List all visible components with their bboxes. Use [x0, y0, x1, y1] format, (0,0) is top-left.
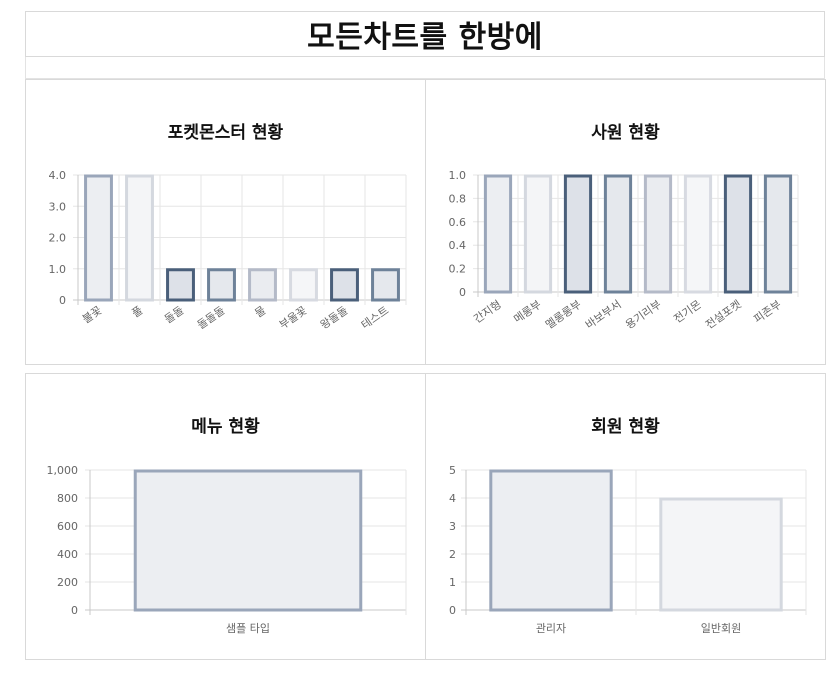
page-title: 모든차트를 한방에	[25, 11, 825, 57]
x-tick-label: 물	[252, 304, 268, 320]
y-tick-label: 2	[449, 548, 456, 561]
chart-title: 회원 현황	[591, 417, 660, 437]
x-tick-label: 피존부	[751, 298, 783, 326]
chart-panel-pokemon: 포켓몬스터 현황 0 1.0 2.0 3.0 4.0 불꽃 풀 돌돌 돌돌돌 물 부울꽃 왕돌돌 테스트	[25, 79, 426, 365]
x-tick-label: 왕돌돌	[318, 304, 350, 332]
bar[interactable]	[523, 174, 553, 294]
chart-title: 사원 현황	[591, 123, 660, 143]
bar[interactable]	[483, 174, 513, 294]
y-tick-label: 0.2	[449, 263, 467, 276]
chart-panel-menu: 메뉴 현황 0 200 400 600 800 1,000 샘플 타입	[25, 373, 426, 660]
x-tick-label: 돌돌	[162, 304, 186, 326]
bar[interactable]	[563, 174, 593, 294]
chart-title: 메뉴 현황	[191, 417, 260, 437]
menu-chart: 메뉴 현황 0 200 400 600 800 1,000 샘플 타입	[47, 417, 407, 635]
y-tick-label: 0	[449, 604, 456, 617]
y-tick-label: 5	[449, 464, 456, 477]
bar[interactable]	[133, 469, 363, 612]
bar[interactable]	[289, 268, 318, 302]
y-tick-label: 4.0	[49, 169, 67, 182]
x-tick-label: 샘플 타입	[226, 622, 270, 635]
y-tick-label: 1.0	[449, 169, 467, 182]
y-tick-label: 3.0	[49, 200, 67, 213]
y-tick-label: 1	[449, 576, 456, 589]
y-tick-label: 0	[59, 294, 66, 307]
bar[interactable]	[763, 174, 793, 294]
bar[interactable]	[723, 174, 753, 294]
bar[interactable]	[207, 268, 236, 302]
y-tick-label: 3	[449, 520, 456, 533]
bar[interactable]	[659, 497, 783, 612]
y-tick-label: 0.4	[449, 239, 467, 252]
bar[interactable]	[330, 268, 359, 302]
y-tick-label: 600	[57, 520, 78, 533]
bar[interactable]	[125, 174, 154, 302]
bar[interactable]	[683, 174, 713, 294]
bar[interactable]	[371, 268, 400, 302]
x-tick-label: 간지형	[471, 298, 503, 326]
y-tick-label: 4	[449, 492, 456, 505]
x-tick-label: 멜롱롱부	[543, 298, 584, 332]
x-tick-label: 용기리부	[623, 298, 664, 332]
y-tick-label: 800	[57, 492, 78, 505]
y-tick-label: 400	[57, 548, 78, 561]
x-tick-label: 일반회원	[701, 621, 741, 635]
y-tick-label: 1.0	[49, 263, 67, 276]
x-tick-label: 돌돌돌	[195, 304, 227, 332]
x-tick-label: 바보부서	[583, 298, 624, 332]
y-tick-label: 200	[57, 576, 78, 589]
x-tick-label: 메롱부	[511, 298, 543, 326]
y-tick-label: 0.6	[449, 216, 467, 229]
x-tick-label: 전기몬	[671, 298, 703, 326]
bar[interactable]	[603, 174, 633, 294]
y-tick-label: 2.0	[49, 232, 67, 245]
x-tick-label: 풀	[129, 304, 145, 320]
chart-panel-member: 회원 현황 0 1 2 3 4 5 관리자 일반회원	[425, 373, 826, 660]
y-tick-label: 1,000	[47, 464, 79, 477]
x-tick-label: 불꽃	[80, 304, 104, 326]
y-tick-label: 0.8	[449, 192, 467, 205]
member-chart: 회원 현황 0 1 2 3 4 5 관리자 일반회원	[449, 417, 807, 635]
bar[interactable]	[166, 268, 195, 302]
x-tick-label: 관리자	[536, 622, 566, 635]
bar[interactable]	[84, 174, 113, 302]
y-tick-label: 0	[71, 604, 78, 617]
chart-title: 포켓몬스터 현황	[168, 123, 284, 143]
chart-panel-employee: 사원 현황 0 0.2 0.4 0.6 0.8 1.0 간지형 메롱부 멜롱롱부 바보부서 용기리부 전…	[425, 79, 826, 365]
x-tick-label: 부울꽃	[277, 304, 309, 332]
x-tick-label: 전설포켓	[703, 298, 744, 332]
title-divider	[25, 57, 825, 79]
bar[interactable]	[643, 174, 673, 294]
bar[interactable]	[489, 469, 613, 612]
bar[interactable]	[248, 268, 277, 302]
y-tick-label: 0	[459, 286, 466, 299]
x-tick-label: 테스트	[359, 304, 391, 332]
